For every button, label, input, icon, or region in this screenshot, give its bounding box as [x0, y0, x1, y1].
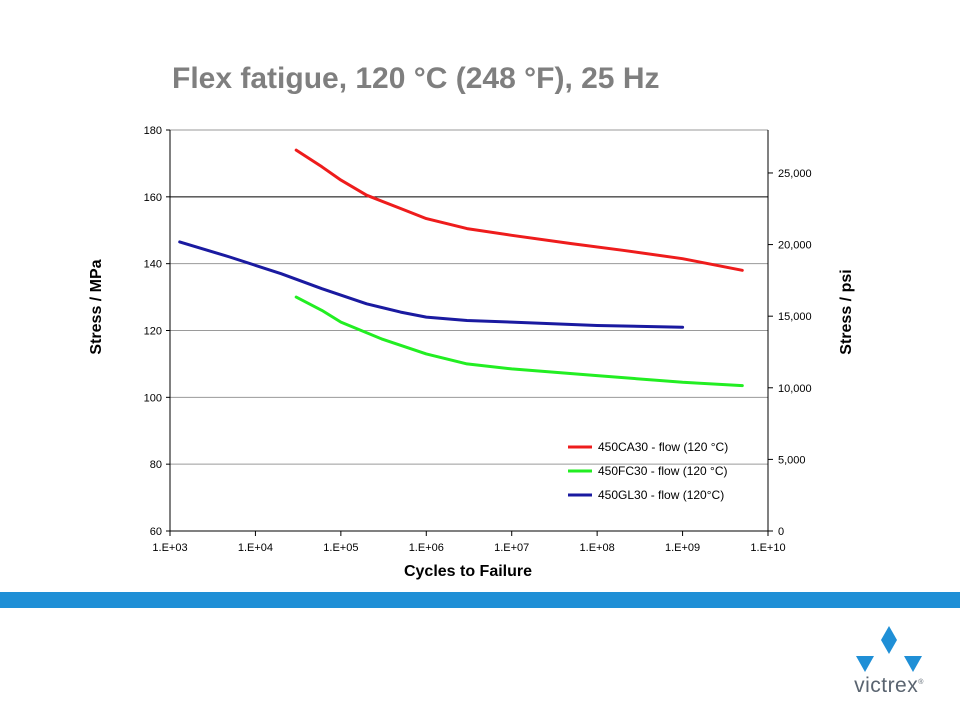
victrex-logo: victrex®	[846, 622, 936, 700]
x-tick-label: 1.E+10	[750, 542, 785, 554]
series-line-3	[178, 240, 685, 329]
x-tick-label: 1.E+07	[494, 542, 529, 554]
x-tick-label: 1.E+04	[238, 542, 273, 554]
footer-accent-bar	[0, 592, 960, 608]
x-axis-label: Cycles to Failure	[404, 563, 532, 580]
y2-tick-label: 25,000	[778, 168, 812, 180]
legend-label: 450CA30 - flow (120 °C)	[598, 440, 728, 454]
y-tick-label: 60	[150, 526, 162, 538]
x-tick-label: 1.E+05	[323, 542, 358, 554]
y2-axis-label: Stress / psi	[838, 269, 855, 354]
y2-tick-label: 5,000	[778, 454, 806, 466]
victrex-logo-mark	[856, 626, 922, 672]
victrex-wordmark: victrex®	[854, 674, 924, 697]
series-line-2	[294, 295, 744, 388]
y-tick-label: 140	[144, 259, 162, 271]
y-axis-label: Stress / MPa	[88, 259, 105, 354]
x-tick-label: 1.E+08	[580, 542, 615, 554]
y-tick-label: 80	[150, 459, 162, 471]
slide-title: Flex fatigue, 120 °C (248 °F), 25 Hz	[172, 62, 660, 95]
x-tick-label: 1.E+06	[409, 542, 444, 554]
y-tick-label: 160	[144, 192, 162, 204]
y2-tick-label: 20,000	[778, 240, 812, 252]
y2-tick-label: 10,000	[778, 383, 812, 395]
legend-label: 450FC30 - flow (120 °C)	[598, 464, 728, 478]
y-tick-label: 120	[144, 326, 162, 338]
y-tick-label: 180	[144, 125, 162, 137]
series-line-1	[294, 148, 744, 272]
legend-label: 450GL30 - flow (120°C)	[598, 488, 724, 502]
y-tick-label: 100	[144, 392, 162, 404]
y2-tick-label: 15,000	[778, 311, 812, 323]
x-tick-label: 1.E+03	[152, 542, 187, 554]
chart: 60 80 100 120 140 160 180 0 5,000 10,000 15,000 20…	[88, 125, 855, 580]
x-tick-label: 1.E+09	[665, 542, 700, 554]
y2-tick-label: 0	[778, 526, 784, 538]
